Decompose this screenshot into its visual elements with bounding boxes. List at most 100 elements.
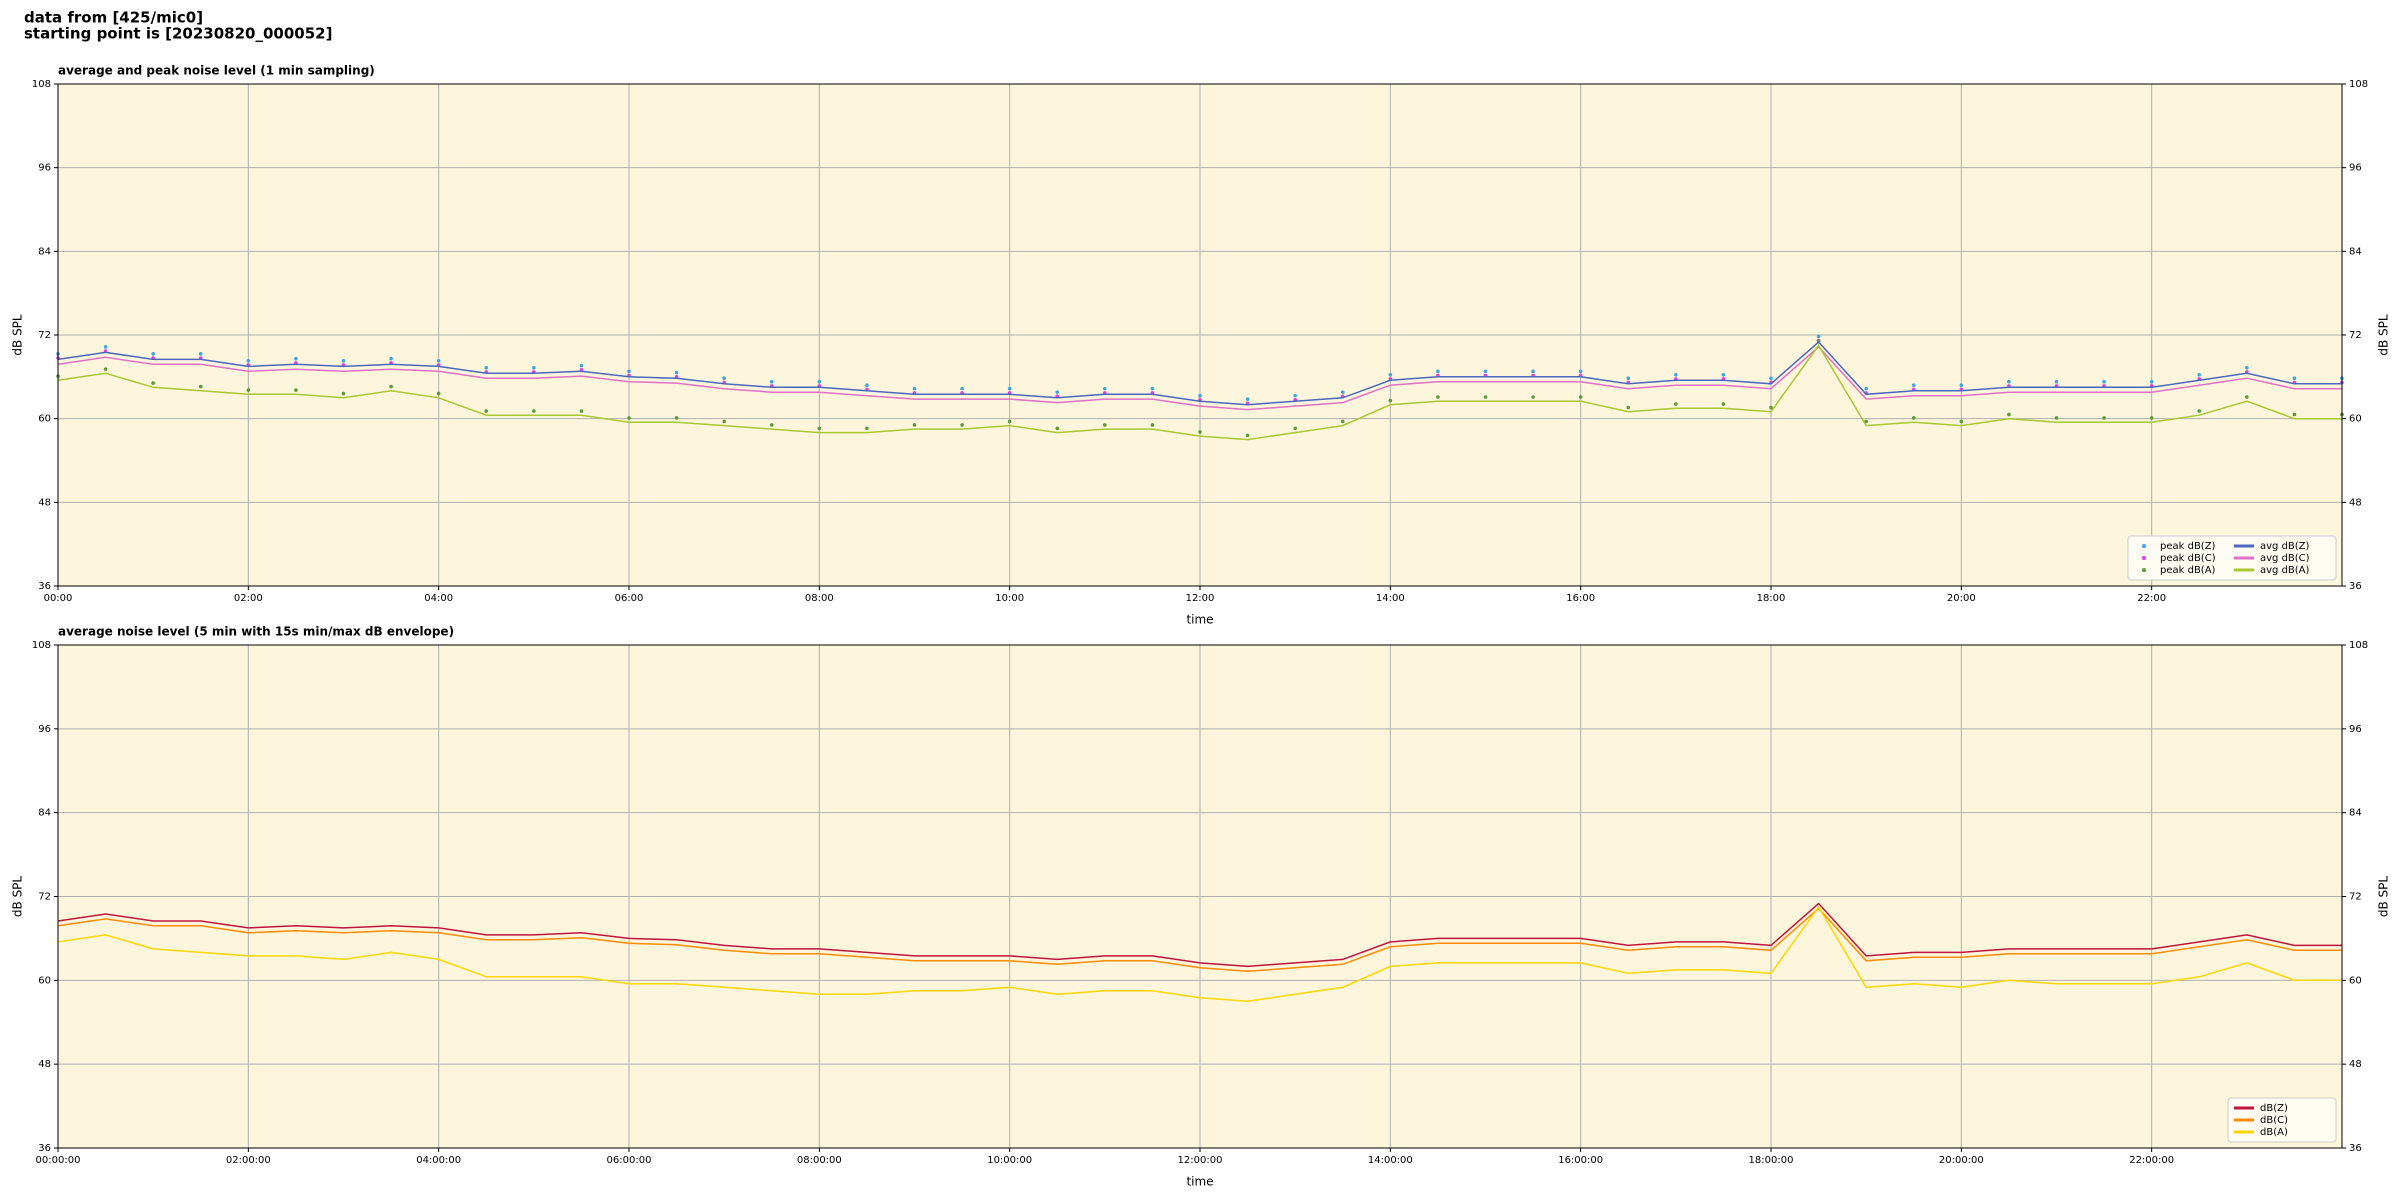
peak-point [865, 426, 869, 431]
peak-point [151, 352, 155, 356]
x-tick-label: 08:00:00 [797, 1155, 842, 1166]
peak-point [1721, 402, 1726, 406]
peak-point [1626, 376, 1631, 381]
peak-point [484, 365, 489, 370]
y-tick-label-right: 84 [2349, 246, 2362, 257]
x-tick-label: 00:00 [44, 593, 73, 604]
y-tick-label: 84 [38, 246, 51, 257]
plot-frame [57, 83, 2343, 587]
y-tick-label: 72 [38, 892, 51, 903]
x-tick-label: 16:00 [1566, 593, 1595, 604]
legend-label: avg dB(C) [2260, 553, 2310, 564]
peak-point [294, 356, 298, 361]
series-line [57, 902, 2342, 968]
peak-point [1531, 369, 1535, 374]
y-tick-label: 48 [38, 497, 51, 508]
peak-point [1864, 386, 1868, 391]
series-line [57, 907, 2342, 973]
peak-point [1340, 419, 1345, 424]
peak-point [389, 356, 393, 361]
y-tick-label-right: 108 [2349, 79, 2368, 90]
peak-point [1007, 386, 1012, 391]
x-axis-label: time [1186, 1175, 1213, 1189]
legend-label: peak dB(Z) [2160, 541, 2216, 552]
peak-point [532, 365, 536, 370]
peak-point [1293, 426, 1297, 431]
y-tick-label-right: 36 [2349, 1143, 2362, 1154]
x-tick-label: 06:00:00 [607, 1155, 652, 1166]
legend-label: avg dB(Z) [2260, 541, 2310, 552]
peak-point [1388, 372, 1393, 377]
peak-point [1483, 369, 1488, 374]
chart-title: average noise level (5 min with 15s min/… [58, 625, 454, 639]
x-tick-label: 04:00 [424, 593, 453, 604]
legend-label: peak dB(C) [2160, 553, 2216, 564]
peak-point [912, 423, 917, 427]
peak-point [2054, 416, 2059, 420]
legend-box [2227, 1097, 2337, 1143]
y-tick-label: 48 [38, 1059, 51, 1070]
x-tick-label: 14:00 [1376, 593, 1405, 604]
legend-label: avg dB(A) [2260, 565, 2310, 576]
legend-label: dB(A) [2260, 1127, 2288, 1138]
x-axis-label: time [1186, 613, 1213, 627]
x-tick-label: 22:00:00 [2129, 1155, 2174, 1166]
plot-frame [57, 644, 2343, 1149]
peak-point [1626, 405, 1631, 410]
peak-point [1674, 402, 1678, 406]
x-tick-label: 20:00:00 [1939, 1155, 1984, 1166]
y-axis-label-right: dB SPL [2377, 876, 2391, 918]
x-tick-label: 06:00 [615, 593, 644, 604]
peak-point [341, 391, 346, 396]
y-tick-label: 36 [38, 581, 51, 592]
peak-point [1911, 383, 1916, 388]
y-tick-label-right: 96 [2349, 163, 2362, 174]
peak-point [2149, 379, 2154, 384]
x-tick-label: 10:00:00 [987, 1155, 1032, 1166]
y-tick-label-right: 48 [2349, 497, 2362, 508]
peak-point [532, 409, 536, 413]
peak-point [1816, 334, 1821, 339]
peak-point [2245, 395, 2249, 399]
peak-point [389, 384, 393, 389]
y-tick-label: 96 [38, 163, 51, 174]
peak-point [1198, 393, 1202, 398]
peak-point [2007, 412, 2011, 417]
peak-point [2292, 412, 2297, 417]
y-tick-label: 36 [38, 1143, 51, 1154]
y-tick-label: 108 [32, 640, 51, 651]
peak-point [294, 388, 298, 392]
y-tick-label: 60 [38, 414, 51, 425]
peak-point [2149, 416, 2154, 420]
peak-point [1293, 393, 1297, 398]
x-tick-label: 14:00:00 [1368, 1155, 1413, 1166]
y-tick-label: 72 [38, 330, 51, 341]
peak-point [960, 423, 964, 427]
peak-point [1340, 390, 1345, 394]
legend-label: dB(C) [2260, 1115, 2288, 1126]
peak-point [817, 426, 822, 431]
peak-point [1436, 395, 1440, 399]
peak-point [1103, 423, 1107, 427]
peak-point [1055, 390, 1060, 394]
legend-marker [2142, 544, 2146, 548]
y-tick-label-right: 108 [2349, 640, 2368, 651]
peak-point [1959, 419, 1964, 424]
peak-point [103, 367, 108, 371]
peak-point [246, 358, 251, 363]
x-tick-label: 18:00:00 [1749, 1155, 1794, 1166]
y-axis-label: dB SPL [11, 876, 25, 918]
y-tick-label-right: 72 [2349, 892, 2362, 903]
peak-point [1150, 386, 1155, 391]
peak-point [1198, 430, 1202, 434]
peak-point [1103, 386, 1107, 391]
x-tick-label: 12:00 [1186, 593, 1215, 604]
x-tick-label: 02:00:00 [226, 1155, 271, 1166]
peak-point [579, 409, 584, 413]
peak-point [1911, 416, 1916, 420]
y-tick-label-right: 60 [2349, 975, 2362, 986]
y-tick-label: 108 [32, 79, 51, 90]
x-tick-label: 10:00 [995, 593, 1024, 604]
peak-point [1959, 383, 1964, 388]
peak-point [198, 352, 203, 356]
